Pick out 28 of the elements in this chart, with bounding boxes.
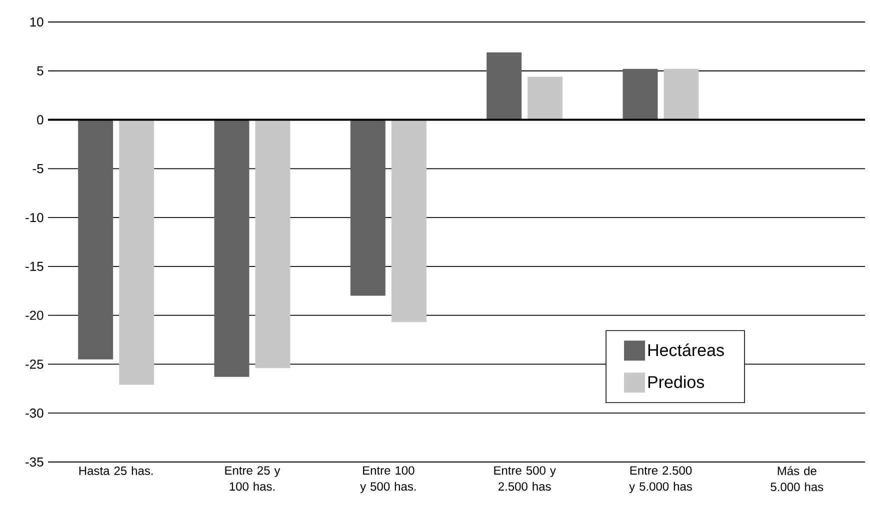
y-tick-label: -5 — [32, 164, 44, 174]
x-tick-label: Entre 100 y 500 has. — [360, 466, 416, 494]
y-tick-label: -10 — [26, 212, 44, 222]
y-tick-label: -20 — [26, 310, 44, 320]
x-tick-label: Más de 5.000 has — [770, 466, 824, 492]
bar — [486, 52, 522, 120]
legend-label: Hectáreas — [648, 343, 724, 356]
y-tick-label: 10 — [30, 17, 44, 27]
y-tick-label: -25 — [26, 360, 44, 369]
y-tick-label: 0 — [37, 115, 44, 124]
bar — [664, 68, 699, 120]
x-tick-label: Entre 2.500 y 5.000 has — [629, 466, 692, 494]
bar — [119, 120, 154, 385]
legend-label: Predios — [648, 376, 704, 388]
bar — [391, 120, 426, 322]
y-tick-label: -30 — [26, 408, 44, 418]
y-tick-label: -15 — [26, 262, 44, 271]
bar — [350, 120, 386, 296]
y-tick-label: 5 — [37, 66, 44, 76]
x-tick-label: Entre 25 y 100 has. — [225, 466, 280, 491]
x-tick-label: Hasta 25 has. — [79, 466, 153, 476]
bar — [255, 120, 290, 368]
x-tick-label: Entre 500 y 2.500 has — [494, 466, 556, 491]
bar — [622, 68, 658, 120]
y-tick-label: -35 — [26, 457, 44, 467]
bar — [78, 120, 114, 360]
bar — [214, 120, 250, 377]
bar — [528, 76, 563, 120]
